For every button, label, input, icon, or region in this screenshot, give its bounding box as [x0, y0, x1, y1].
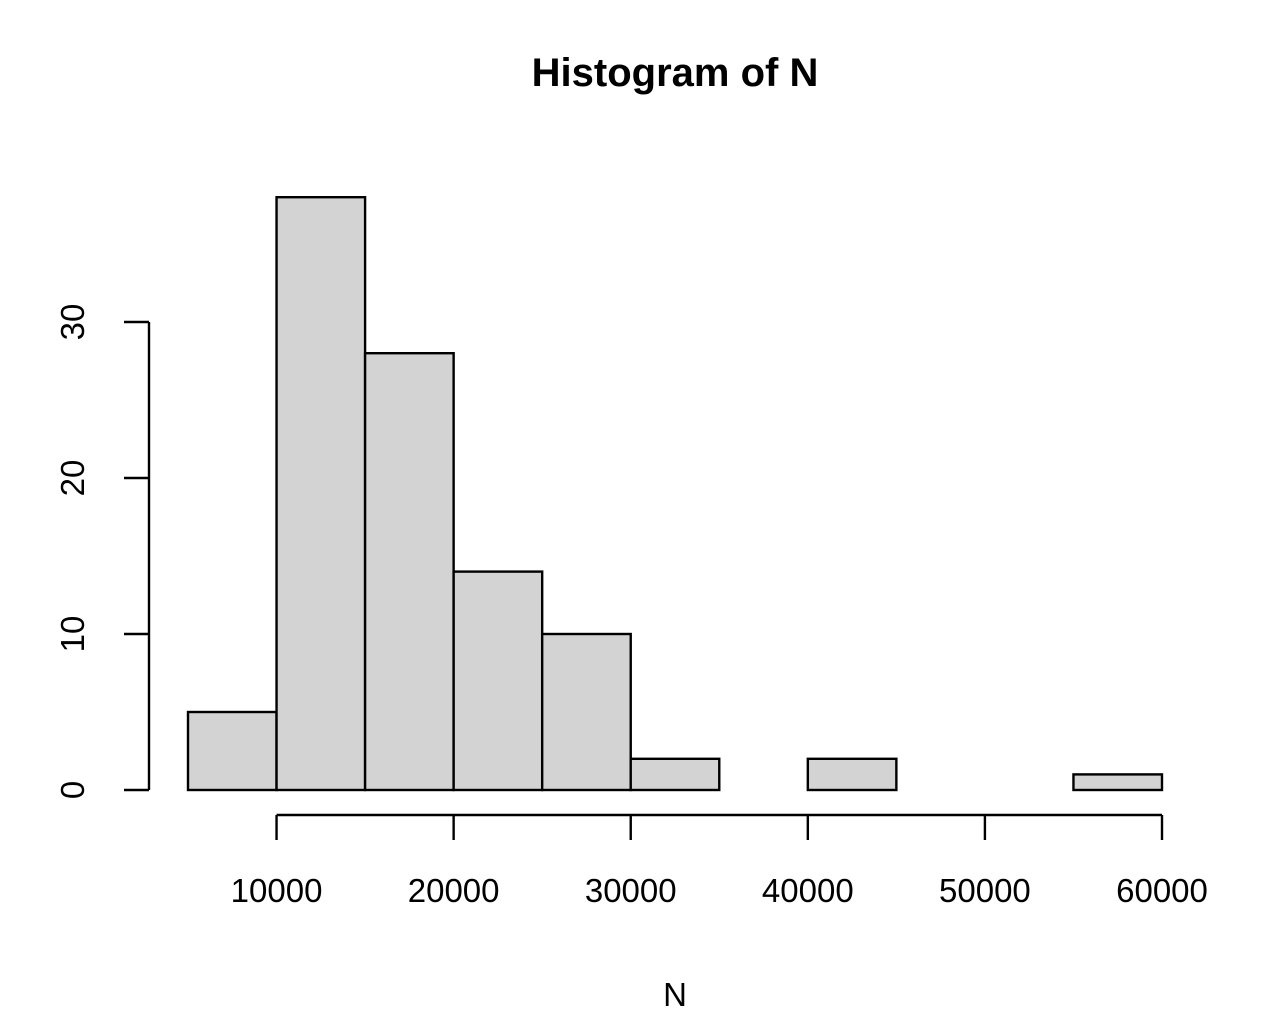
histogram-bar-1 — [275, 195, 367, 792]
x-axis: 10000 20000 30000 40000 50000 60000 — [231, 813, 1208, 909]
y-tick-label-1: 10 — [54, 616, 91, 653]
x-tick-label-1: 20000 — [408, 872, 500, 909]
x-tick-label-4: 50000 — [939, 872, 1031, 909]
bars-group — [186, 195, 1164, 792]
x-tick-label-5: 60000 — [1116, 872, 1208, 909]
chart-title: Histogram of N — [532, 51, 819, 95]
x-tick-label-0: 10000 — [231, 872, 323, 909]
histogram-bar-4 — [540, 632, 632, 792]
histogram-bar-5 — [629, 757, 721, 792]
histogram-bar-0 — [186, 710, 278, 792]
y-tick-label-3: 30 — [54, 304, 91, 341]
x-axis-title: N — [663, 976, 687, 1013]
x-tick-label-3: 40000 — [762, 872, 854, 909]
y-tick-label-0: 0 — [54, 781, 91, 799]
y-tick-label-2: 20 — [54, 460, 91, 497]
y-axis: 0 10 20 30 — [54, 304, 151, 799]
histogram-bar-7 — [806, 757, 898, 792]
histogram-bar-2 — [363, 352, 455, 792]
histogram-bar-3 — [452, 570, 544, 792]
histogram-bar-10 — [1072, 773, 1164, 792]
x-tick-label-2: 30000 — [585, 872, 677, 909]
